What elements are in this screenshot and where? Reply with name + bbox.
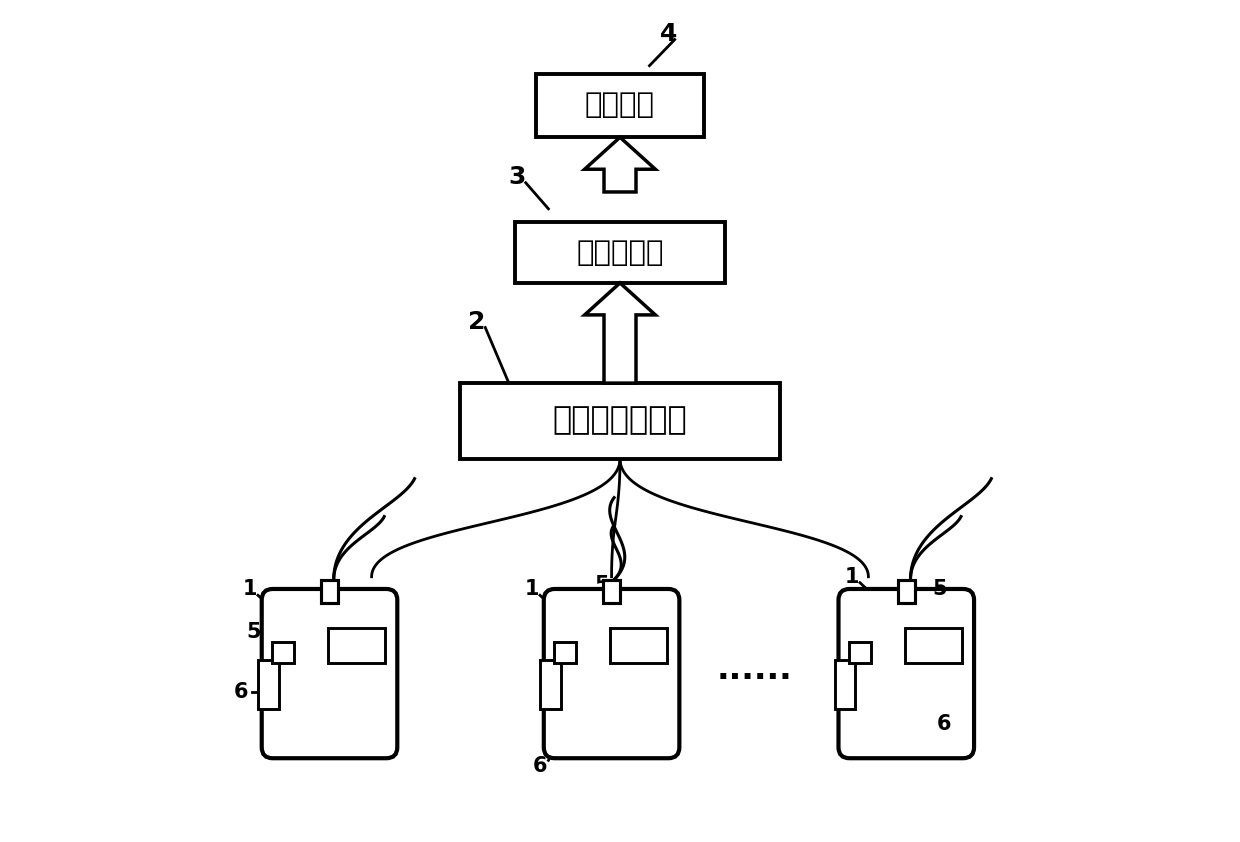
- Text: 1: 1: [525, 579, 539, 600]
- Text: 5: 5: [932, 579, 947, 600]
- Text: 5: 5: [247, 621, 262, 642]
- Bar: [554, 642, 577, 663]
- Bar: [610, 628, 667, 663]
- Bar: [258, 660, 279, 709]
- FancyBboxPatch shape: [536, 74, 704, 136]
- Text: 4: 4: [660, 22, 677, 45]
- FancyBboxPatch shape: [515, 222, 725, 283]
- Bar: [849, 642, 870, 663]
- Text: 6: 6: [234, 682, 248, 702]
- Text: 2: 2: [469, 310, 486, 333]
- Polygon shape: [584, 137, 656, 192]
- Polygon shape: [584, 283, 656, 383]
- Text: 协调器节点: 协调器节点: [577, 238, 663, 267]
- FancyBboxPatch shape: [262, 589, 397, 758]
- Bar: [541, 660, 560, 709]
- FancyBboxPatch shape: [460, 383, 780, 459]
- Text: 6: 6: [533, 756, 547, 776]
- Bar: [321, 580, 339, 604]
- Text: 1: 1: [242, 579, 257, 600]
- Text: 3: 3: [508, 165, 526, 189]
- Bar: [905, 628, 962, 663]
- Bar: [835, 660, 856, 709]
- Bar: [273, 642, 294, 663]
- Bar: [327, 628, 386, 663]
- FancyBboxPatch shape: [838, 589, 975, 758]
- Text: 6: 6: [937, 714, 951, 734]
- Text: ......: ......: [717, 653, 792, 686]
- Text: 5: 5: [594, 575, 609, 595]
- Text: 监控主机: 监控主机: [585, 91, 655, 120]
- Bar: [898, 580, 915, 604]
- Text: 1: 1: [844, 567, 859, 587]
- FancyBboxPatch shape: [544, 589, 680, 758]
- Bar: [603, 580, 620, 604]
- Text: 无线通讯管理机: 无线通讯管理机: [553, 406, 687, 436]
